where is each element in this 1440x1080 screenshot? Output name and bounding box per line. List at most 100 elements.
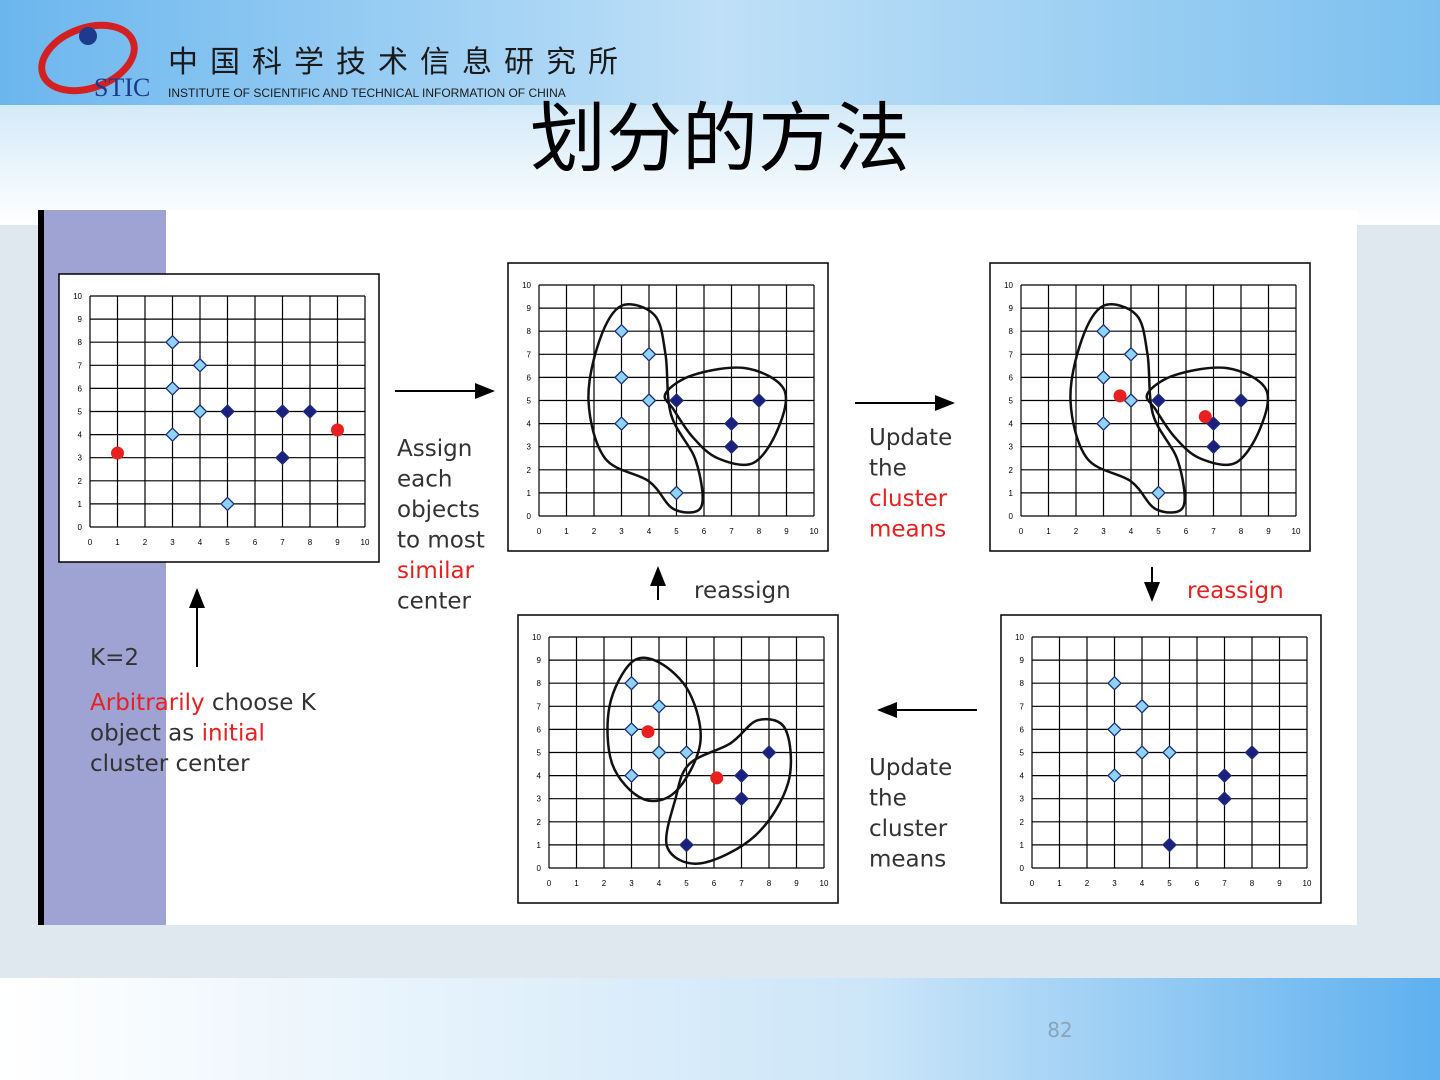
data-point: [1134, 745, 1150, 760]
data-point: [192, 357, 208, 373]
y-tick-label: 4: [537, 772, 542, 781]
note-line: objects: [397, 497, 480, 523]
x-tick-label: 7: [739, 879, 744, 888]
data-point: [1096, 323, 1111, 339]
note-emphasis: Arbitrarily: [90, 690, 205, 716]
note-text: each: [397, 467, 452, 493]
note-line: each: [397, 467, 452, 493]
x-tick-label: 9: [1266, 527, 1271, 536]
data-point: [651, 745, 667, 760]
x-tick-label: 6: [702, 527, 707, 536]
data-point: [1206, 439, 1221, 455]
note-line: center: [397, 589, 472, 615]
note-text: center: [397, 589, 472, 615]
center-point: [1113, 389, 1127, 403]
y-tick-label: 1: [1020, 841, 1025, 850]
center-point: [710, 771, 724, 785]
y-tick-label: 5: [527, 397, 532, 406]
y-tick-label: 2: [527, 466, 532, 475]
x-tick-label: 9: [1277, 879, 1282, 888]
y-tick-label: 9: [1020, 656, 1025, 665]
data-point: [1151, 393, 1166, 408]
data-point: [1233, 393, 1249, 408]
center-point: [111, 446, 124, 460]
data-point: [302, 404, 318, 419]
data-point: [275, 450, 290, 466]
note-text: Assign: [397, 436, 472, 462]
center-point: [331, 423, 344, 437]
chart-frame: [989, 262, 1311, 552]
y-tick-label: 7: [78, 361, 83, 370]
note-line: Update: [869, 425, 952, 451]
note-emphasis: means: [869, 517, 946, 543]
note-line: similar: [397, 558, 475, 584]
x-tick-label: 7: [1211, 527, 1216, 536]
data-point: [614, 416, 629, 432]
data-point: [1162, 745, 1177, 760]
x-tick-label: 5: [1167, 879, 1172, 888]
data-point: [614, 323, 629, 339]
data-point: [1107, 721, 1122, 737]
note-text: the: [869, 456, 907, 482]
note-line: to most: [397, 528, 485, 554]
note-text: choose K: [205, 690, 317, 716]
note-line: Update: [869, 755, 952, 781]
y-tick-label: 2: [537, 818, 542, 827]
note-line: Arbitrarily choose K: [90, 690, 317, 716]
data-point: [192, 404, 208, 419]
x-tick-label: 9: [784, 527, 789, 536]
data-point: [724, 439, 739, 455]
x-tick-label: 8: [767, 879, 772, 888]
x-tick-label: 3: [1101, 527, 1106, 536]
data-point: [614, 369, 629, 385]
chart-frame: [1000, 614, 1322, 904]
note-text: the: [869, 786, 907, 812]
data-point: [1123, 346, 1139, 362]
y-tick-label: 4: [1020, 772, 1025, 781]
note-line: cluster center: [90, 751, 250, 777]
x-tick-label: 10: [1292, 527, 1301, 536]
x-tick-label: 3: [619, 527, 624, 536]
x-tick-label: 7: [729, 527, 734, 536]
x-tick-label: 4: [1140, 879, 1145, 888]
x-tick-label: 10: [361, 538, 370, 547]
note-text: K=2: [90, 645, 139, 671]
cluster-outline: [606, 656, 702, 803]
data-point: [1162, 837, 1177, 853]
y-tick-label: 10: [532, 633, 541, 642]
note-line: reassign: [694, 578, 791, 604]
y-tick-label: 10: [1015, 633, 1024, 642]
note-emphasis: similar: [397, 558, 475, 584]
x-tick-label: 8: [308, 538, 313, 547]
x-tick-label: 6: [253, 538, 258, 547]
y-tick-label: 2: [78, 477, 83, 486]
y-tick-label: 1: [78, 500, 83, 509]
y-tick-label: 7: [1009, 350, 1014, 359]
note-text: reassign: [694, 578, 791, 604]
y-tick-label: 9: [1009, 304, 1014, 313]
x-tick-label: 8: [757, 527, 762, 536]
data-point: [1123, 393, 1139, 408]
y-tick-label: 9: [78, 315, 83, 324]
x-tick-label: 9: [335, 538, 340, 547]
x-tick-label: 7: [1222, 879, 1227, 888]
note-text: Update: [869, 425, 952, 451]
x-tick-label: 5: [1156, 527, 1161, 536]
x-tick-label: 5: [674, 527, 679, 536]
data-point: [1107, 768, 1122, 784]
page-number: 82: [1047, 1018, 1072, 1042]
chart-frame: [58, 273, 380, 563]
y-tick-label: 8: [527, 327, 532, 336]
x-tick-label: 4: [647, 527, 652, 536]
x-tick-label: 4: [198, 538, 203, 547]
data-point: [165, 427, 180, 443]
data-point: [624, 721, 639, 737]
cluster-outline: [587, 303, 704, 514]
note-text: cluster: [869, 816, 948, 842]
x-tick-label: 2: [1074, 527, 1079, 536]
note-line: K=2: [90, 645, 139, 671]
note-line: means: [869, 847, 946, 873]
y-tick-label: 6: [78, 384, 83, 393]
institute-en: INSTITUTE OF SCIENTIFIC AND TECHNICAL IN…: [168, 86, 566, 100]
data-point: [679, 745, 694, 760]
